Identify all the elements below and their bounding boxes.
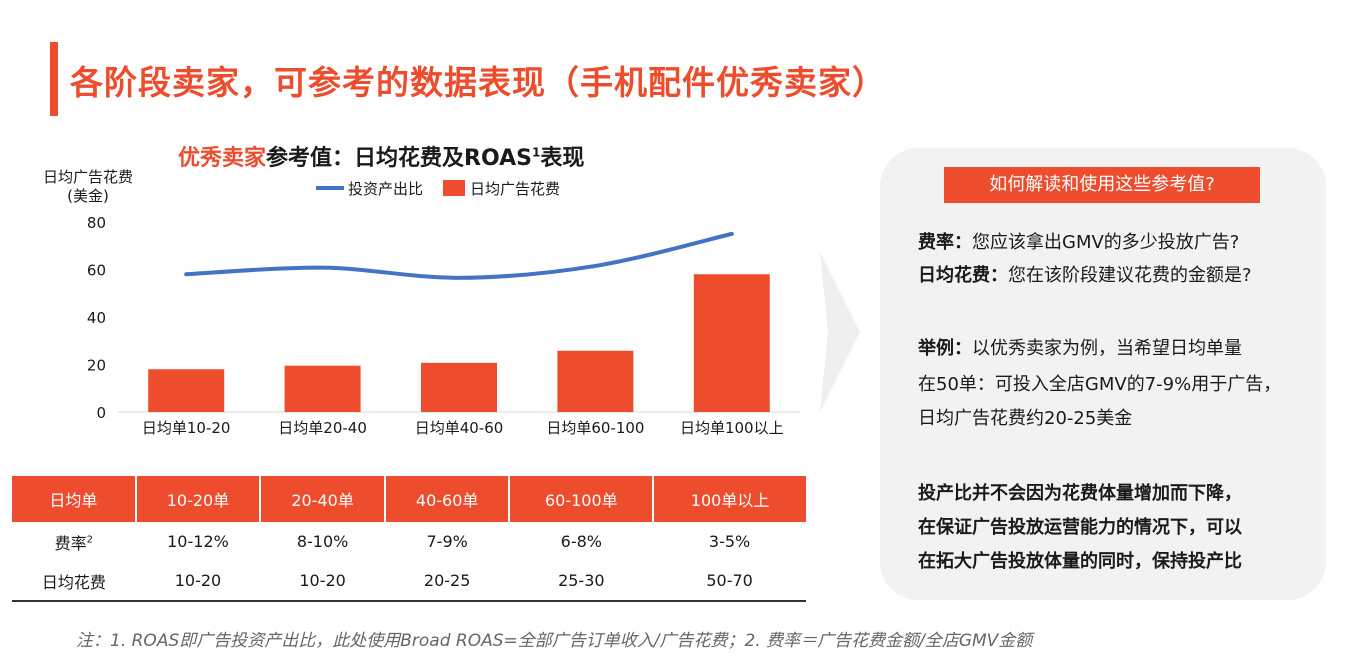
- chart-title-highlight: 优秀卖家: [178, 146, 267, 171]
- chart-title-tail: 表现: [540, 146, 585, 171]
- y-axis-label: 日均广告花费 (美金): [38, 168, 138, 206]
- table-cell: 25-30: [509, 561, 654, 602]
- y-tick-label: 20: [87, 357, 106, 375]
- y-tick-label: 60: [87, 262, 106, 280]
- bar: [421, 362, 497, 412]
- panel-example-line2: 在50单：可投入全店GMV的7-9%用于广告，: [918, 374, 1282, 395]
- legend-bar-swatch: [443, 180, 465, 196]
- y-tick-label: 0: [96, 404, 106, 422]
- panel-line-rate: 费率：您应该拿出GMV的多少投放广告?: [918, 232, 1240, 253]
- x-tick-label: 日均单100以上: [680, 419, 784, 437]
- panel-example-line3: 日均广告花费约20-25美金: [918, 408, 1133, 429]
- table-header-cell: 20-40单: [260, 476, 386, 522]
- table-row-label: 日均花费: [12, 561, 136, 602]
- table-cell: 20-25: [384, 561, 510, 602]
- x-tick-label: 日均单60-100: [546, 419, 644, 437]
- panel-note-line3: 在拓大广告投放体量的同时，保持投产比: [918, 551, 1242, 572]
- title-accent-bar: [50, 42, 58, 116]
- table-cell: 6-8%: [560, 532, 602, 551]
- legend-label: 日均广告花费: [470, 180, 560, 198]
- bar: [284, 365, 361, 412]
- table-row: 日均花费 10-20 10-20 20-25 25-30 50-70: [12, 561, 806, 602]
- table-cell: 3-5%: [708, 532, 751, 551]
- chart-title: 优秀卖家参考值：日均花费及ROAS1表现: [178, 140, 584, 172]
- table-header-cell: 40-60单: [384, 476, 511, 522]
- x-tick-label: 日均单20-40: [278, 419, 367, 437]
- series-line: [184, 231, 734, 280]
- chevron-right-icon: [820, 252, 860, 412]
- table-cell: 8-10%: [296, 532, 349, 551]
- table-cell: 10-12%: [167, 532, 229, 551]
- table-cell: 50-70: [653, 561, 806, 602]
- table-cell: 7-9%: [426, 532, 468, 551]
- panel-example-line1: 举例：以优秀卖家为例，当希望日均单量: [918, 338, 1242, 359]
- panel-note-line1: 投产比并不会因为花费体量增加而下降，: [918, 483, 1242, 504]
- chart-title-sup: 1: [531, 145, 541, 160]
- x-tick-label: 日均单40-60: [415, 419, 504, 437]
- table-header-cell: 60-100单: [509, 476, 655, 522]
- table-cell: 10-20: [135, 561, 261, 602]
- chart-title-text: 参考值：日均花费及ROAS: [266, 146, 532, 171]
- table-row: 费率2 10-12% 8-10% 7-9% 6-8% 3-5%: [12, 522, 806, 561]
- reference-table: 日均单 10-20单 20-40单 40-60单 60-100单 100单以上 …: [12, 476, 806, 602]
- bar: [148, 369, 225, 412]
- y-tick-label: 40: [87, 309, 106, 327]
- y-tick-label: 80: [87, 214, 106, 232]
- explanation-panel: [880, 148, 1326, 600]
- page-title: 各阶段卖家，可参考的数据表现（手机配件优秀卖家）: [70, 63, 886, 102]
- table-header-cell: 100单以上: [653, 476, 806, 522]
- panel-line-spend: 日均花费：您在该阶段建议花费的金额是?: [918, 265, 1252, 286]
- y-axis-label-line2: (美金): [67, 187, 109, 205]
- panel-heading: 如何解读和使用这些参考值?: [944, 167, 1260, 203]
- x-tick-label: 日均单10-20: [142, 419, 231, 437]
- table-header-cell: 10-20单: [135, 476, 262, 522]
- table-header-row: 日均单 10-20单 20-40单 40-60单 60-100单 100单以上: [12, 476, 806, 522]
- footnote: 注：1. ROAS即广告投资产出比，此处使用Broad ROAS=全部广告订单收…: [76, 631, 1033, 651]
- table-cell: 10-20: [260, 561, 385, 602]
- table-row-label: 费率2: [54, 533, 94, 553]
- panel-note-line2: 在保证广告投放运营能力的情况下，可以: [918, 517, 1242, 538]
- legend-label: 投资产出比: [348, 180, 423, 198]
- y-axis-label-line1: 日均广告花费: [42, 168, 133, 186]
- bar-line-chart: 0 20 40 60 80 日均单10-20 日均单20-40 日均单40-60 日均单60-1…: [87, 180, 800, 437]
- table-header-cell: 日均单: [12, 476, 137, 522]
- bar: [557, 350, 634, 412]
- bar: [693, 274, 770, 412]
